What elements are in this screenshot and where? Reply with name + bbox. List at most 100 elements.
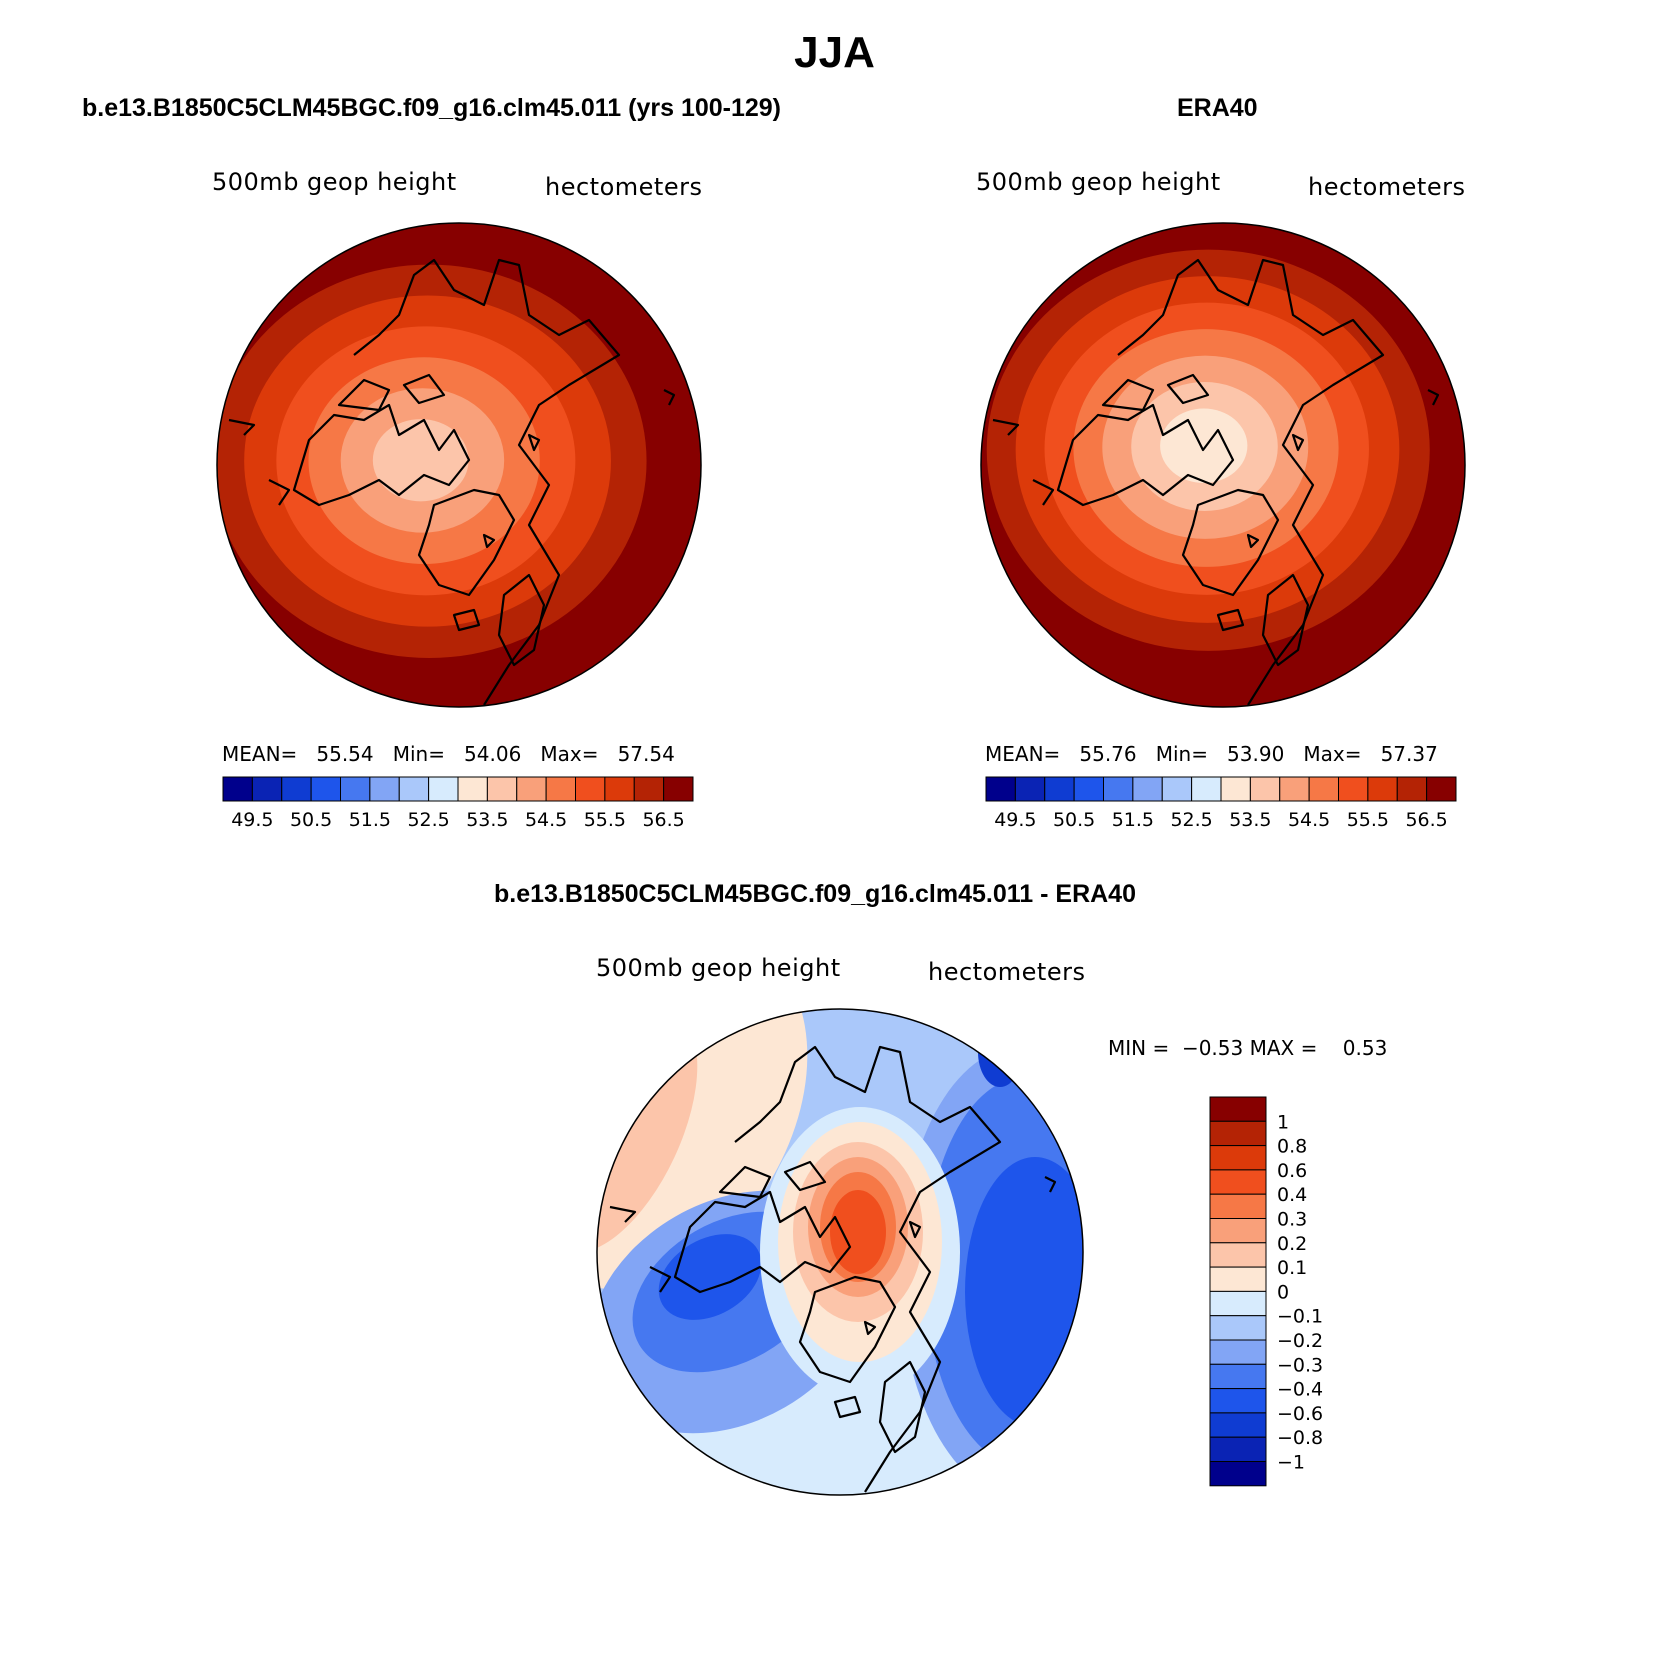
diff-colorbar-label: 0.8 [1277,1136,1307,1158]
diff-colorbar-box [1209,1339,1267,1365]
coastline [292,403,471,507]
obs-colorbar-box [1220,776,1251,802]
diff-colorbar-box [1209,1096,1267,1122]
coastline [1044,1176,1057,1193]
coastline [663,389,676,406]
coastline [673,1190,852,1294]
coastline [833,1395,862,1419]
obs-colorbar-box [1338,776,1369,802]
coastline [353,258,621,706]
obs-colorbar-box [1044,776,1075,802]
contour-band [372,419,469,502]
model-colorbar-label: 54.5 [525,809,567,831]
diff-colorbar-box [1209,1315,1267,1341]
coastline [1101,378,1155,412]
obs-colorbar-box [1249,776,1281,802]
coastline [268,479,291,506]
diff-colorbar-box [1209,1193,1267,1219]
obs-colorbar-box [1367,776,1398,802]
model-max-label: Max= [540,742,599,766]
obs-colorbar-label: 53.5 [1229,809,1271,831]
obs-colorbar-label: 52.5 [1170,809,1212,831]
model-colorbar-box [545,776,576,802]
coastline [1427,389,1440,406]
diff-colorbar: 1 0.80.60.4 0.30.20.10 −0.1−0.2−0.3 −0.4−0.6… [1209,1096,1323,1487]
model-colorbar-label: 53.5 [466,809,508,831]
obs-colorbar-label: 50.5 [1053,809,1095,831]
obs-colorbar-box [1014,776,1046,802]
obs-min-label: Min= [1155,742,1208,766]
diff-colorbar-label: 0.3 [1277,1209,1307,1231]
diff-colorbar-box [1209,1290,1267,1317]
model-mean-label: MEAN= [222,742,298,766]
diff-colorbar-label: 0.1 [1277,1257,1307,1279]
diff-colorbar-label: −0.3 [1277,1354,1323,1376]
coastline [228,418,256,436]
model-variable-label: 500mb geop height [212,168,457,196]
diff-colorbar-box [1209,1242,1267,1268]
coastline [718,1165,772,1199]
coastline [878,1360,927,1454]
diff-colorbar-label: 0.4 [1277,1184,1307,1206]
model-colorbar-box [251,776,283,802]
model-min-label: Min= [392,742,445,766]
diff-colorbar-box [1209,1145,1267,1171]
obs-min-value: 53.90 [1227,742,1285,766]
model-min-value: 54.06 [464,742,522,766]
coastline [992,418,1020,436]
diff-colorbar-label: 0.6 [1277,1160,1307,1182]
coastline [649,1266,672,1293]
model-colorbar-box [398,776,430,802]
diff-colorbar-box [1209,1436,1267,1463]
model-colorbar-box [369,776,400,802]
obs-variable-label: 500mb geop height [976,168,1221,196]
obs-units-label: hectometers [1308,173,1466,201]
diff-colorbar-label: −0.1 [1277,1306,1323,1328]
diff-colorbar-box [1209,1388,1267,1414]
obs-colorbar-box [1308,776,1339,802]
coastline [482,533,496,549]
obs-colorbar-box [1073,776,1104,802]
coastline [734,1045,1002,1493]
model-colorbar: 49.5 50.5 51.5 52.5 53.5 54.5 55.5 56.5 [222,776,694,831]
obs-colorbar-label: 54.5 [1288,809,1330,831]
obs-colorbar-box [1191,776,1222,802]
diff-colorbar-label: −0.8 [1277,1427,1323,1449]
map-border [980,222,1466,708]
coastline [1246,533,1260,549]
diff-colorbar-label: −0.6 [1277,1403,1323,1425]
model-colorbar-box [604,776,635,802]
model-colorbar-label: 56.5 [642,809,684,831]
obs-mean-value: 55.76 [1079,742,1137,766]
model-max-value: 57.54 [617,742,675,766]
model-colorbar-label: 49.5 [231,809,273,831]
diff-panel-title: b.e13.B1850C5CLM45BGC.f09_g16.clm45.011 … [494,880,1136,908]
obs-colorbar-box [1426,776,1457,802]
coastline [798,1275,897,1384]
model-colorbar-label: 52.5 [407,809,449,831]
model-colorbar-label: 51.5 [349,809,391,831]
obs-colorbar-box [1279,776,1310,802]
diff-colorbar-box [1209,1266,1267,1292]
obs-colorbar-box [1132,776,1163,802]
obs-colorbar: 49.5 50.5 51.5 52.5 53.5 54.5 55.5 56.5 [985,776,1457,831]
obs-colorbar-label: 49.5 [994,809,1036,831]
map-border [216,222,702,708]
model-colorbar-box [633,776,665,802]
coastline [1261,573,1310,667]
diff-colorbar-label: 1 [1277,1111,1289,1133]
obs-max-value: 57.37 [1380,742,1438,766]
diff-units-label: hectometers [928,958,1086,986]
coastline [1032,479,1055,506]
diff-colorbar-box [1209,1461,1267,1487]
figure-title: JJA [794,28,875,77]
diff-colorbar-label: −1 [1277,1452,1305,1474]
coastline [497,573,546,667]
coastline [527,433,541,452]
obs-colorbar-label: 55.5 [1347,809,1389,831]
model-colorbar-box [486,776,518,802]
obs-colorbar-box [985,776,1016,802]
contour-band [658,1234,762,1320]
obs-panel-title: ERA40 [1177,94,1258,122]
model-colorbar-box [222,776,253,802]
